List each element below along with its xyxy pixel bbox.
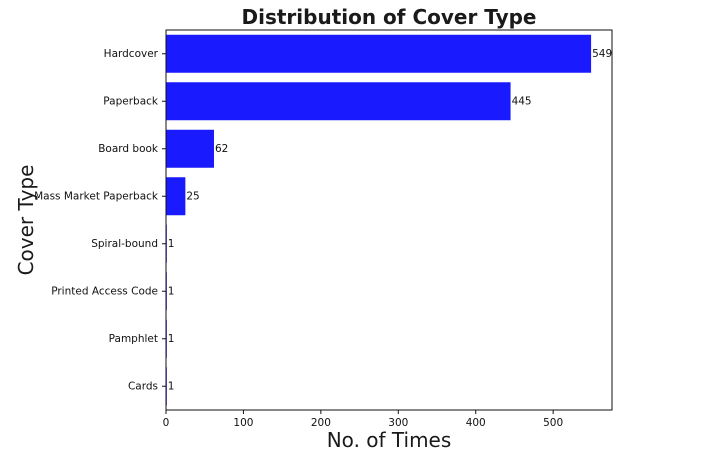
y-tick-label-mass-market-paperback: Mass Market Paperback: [34, 190, 159, 202]
y-tick-label-board-book: Board book: [98, 143, 159, 155]
data-label-mass-market-paperback: 25: [186, 190, 199, 202]
bars-group: [166, 34, 592, 406]
bar-paperback: [166, 82, 511, 121]
x-axis-ticks: 0 100 200 300 400 500: [163, 410, 563, 429]
y-tick-label-hardcover: Hardcover: [104, 48, 159, 60]
bar-hardcover: [166, 34, 592, 73]
data-label-printed-access-code: 1: [168, 285, 175, 297]
data-label-pamphlet: 1: [168, 333, 175, 345]
y-tick-label-printed-access-code: Printed Access Code: [51, 285, 158, 297]
data-label-cards: 1: [168, 380, 175, 392]
x-tick-label-200: 200: [311, 417, 331, 429]
bar-mass-market-paperback: [166, 177, 186, 216]
x-tick-label-100: 100: [233, 417, 253, 429]
x-tick-label-0: 0: [163, 417, 170, 429]
y-tick-label-paperback: Paperback: [103, 95, 159, 107]
x-axis-label: No. of Times: [327, 428, 452, 452]
x-tick-label-400: 400: [466, 417, 486, 429]
bar-board-book: [166, 129, 215, 168]
data-label-hardcover: 549: [592, 48, 612, 60]
y-axis-label: Cover Type: [14, 165, 38, 276]
y-tick-labels: Hardcover Paperback Board book Mass Market …: [34, 48, 166, 392]
y-tick-label-cards: Cards: [128, 380, 158, 392]
data-labels: 549 445 62 25 1 1 1 1: [168, 48, 612, 393]
data-label-spiral-bound: 1: [168, 238, 175, 250]
y-tick-label-spiral-bound: Spiral-bound: [91, 238, 158, 250]
y-tick-label-pamphlet: Pamphlet: [109, 333, 158, 345]
x-tick-label-300: 300: [388, 417, 408, 429]
data-label-paperback: 445: [512, 95, 532, 107]
x-tick-label-500: 500: [543, 417, 563, 429]
data-label-board-book: 62: [215, 143, 228, 155]
plot-frame: [165, 29, 613, 411]
chart-title: Distribution of Cover Type: [242, 5, 537, 29]
